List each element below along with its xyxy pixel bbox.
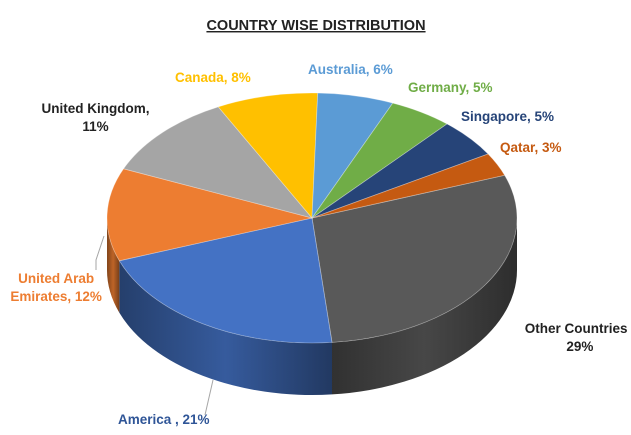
slice-united-kingdom: [122, 106, 314, 219]
slice-other-countries: [311, 174, 518, 343]
data-label-australia: Australia, 6%: [308, 62, 393, 77]
data-label-canada: Canada, 8%: [175, 70, 251, 85]
data-label-america: America , 21%: [118, 412, 210, 427]
slice-qatar: [311, 153, 506, 219]
slice-side-america: [119, 260, 333, 395]
data-label-united-kingdom: United Kingdom, 11%: [42, 101, 150, 134]
slice-singapore: [311, 123, 489, 219]
slice-canada: [217, 92, 319, 220]
chart-title: COUNTRY WISE DISTRIBUTION: [206, 18, 425, 34]
data-label-other-countries: Other Countries , 29%: [525, 321, 631, 354]
data-label-singapore: Singapore, 5%: [461, 109, 554, 124]
data-labels: Other Countries , 29% America , 21% United …: [10, 62, 631, 427]
slice-side-united-arab-emirates: [107, 218, 120, 313]
leader-line-america: [204, 379, 214, 416]
leader-lines: [95, 235, 214, 416]
slice-side-other-countries: [332, 218, 517, 395]
slice-australia: [311, 92, 394, 220]
pie-sides: [107, 218, 517, 395]
data-label-qatar: Qatar, 3%: [500, 140, 562, 155]
pie-slices: [106, 92, 518, 344]
leader-line-united-arab-emirates: [95, 235, 105, 270]
data-label-united-arab-emirates: United Arab Emirates, 12%: [10, 271, 102, 304]
slice-united-arab-emirates: [106, 168, 313, 262]
data-label-germany: Germany, 5%: [408, 80, 493, 95]
slice-germany: [311, 102, 448, 219]
slice-america: [118, 217, 333, 344]
